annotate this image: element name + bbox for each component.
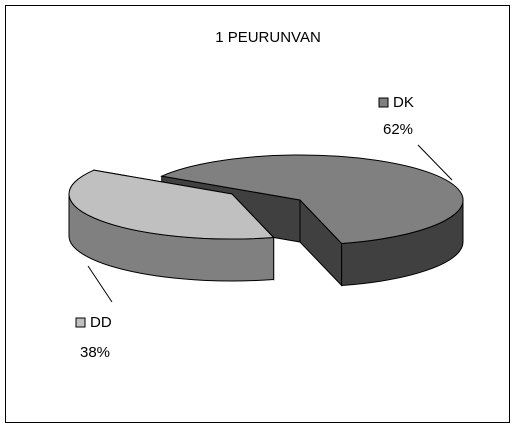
legend-swatch: [75, 317, 86, 328]
leader-line: [87, 265, 113, 303]
value-label: 38%: [80, 344, 110, 361]
slice: [68, 169, 275, 240]
chart-title: 1 PEURUNVAN: [215, 29, 321, 46]
slice: [160, 154, 464, 245]
category-label: DD: [90, 314, 112, 331]
category-label: DK: [393, 94, 414, 111]
pie: [68, 154, 464, 287]
leader-line: [417, 144, 453, 181]
value-label: 62%: [383, 121, 413, 138]
labels: DK 62% DD 38%: [75, 94, 453, 361]
legend-swatch: [378, 97, 389, 108]
